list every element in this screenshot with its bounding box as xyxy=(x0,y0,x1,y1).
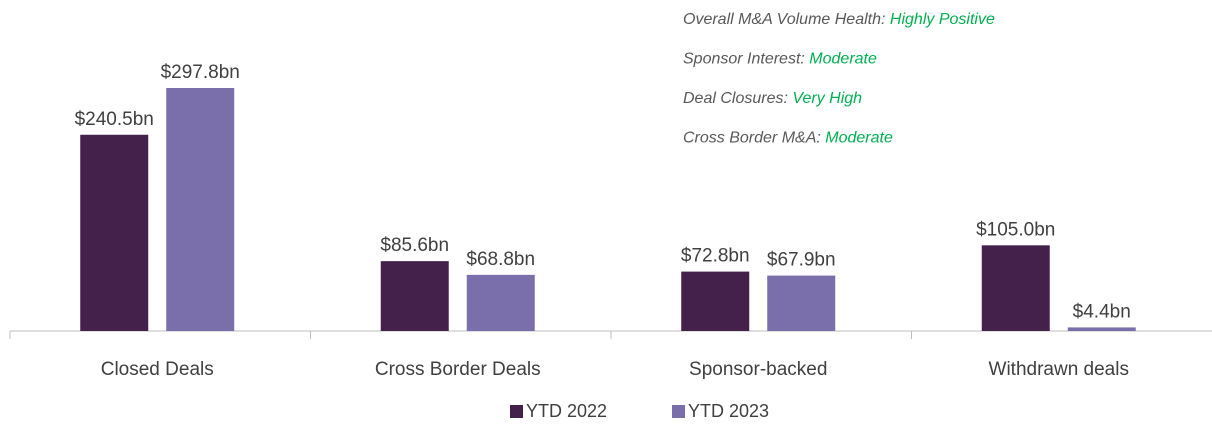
data-label: $105.0bn xyxy=(976,219,1055,240)
x-tick-label: Sponsor-backed xyxy=(689,359,827,380)
data-label: $85.6bn xyxy=(380,235,449,256)
legend-swatch xyxy=(510,405,523,418)
annotation: Sponsor Interest: Moderate xyxy=(683,51,877,68)
annotation: Deal Closures: Very High xyxy=(683,90,862,107)
x-tick-label: Closed Deals xyxy=(101,359,214,380)
bar xyxy=(981,245,1050,331)
bar xyxy=(80,134,149,331)
x-tick-label: Cross Border Deals xyxy=(375,359,541,380)
bar xyxy=(166,88,235,331)
bar xyxy=(1067,327,1136,331)
data-label: $240.5bn xyxy=(75,109,154,130)
annotation-label: Sponsor Interest: xyxy=(683,51,805,68)
bar xyxy=(380,261,449,331)
bar xyxy=(767,275,836,331)
x-tick-label: Withdrawn deals xyxy=(989,359,1129,380)
bar xyxy=(681,271,750,331)
legend-swatch xyxy=(672,405,685,418)
data-label: $72.8bn xyxy=(681,246,750,267)
annotation-value: Highly Positive xyxy=(890,11,995,28)
annotation: Overall M&A Volume Health: Highly Positi… xyxy=(683,11,995,28)
annotation: Cross Border M&A: Moderate xyxy=(683,130,893,147)
data-label: $4.4bn xyxy=(1073,301,1131,322)
data-label: $67.9bn xyxy=(767,250,836,271)
annotation-value: Moderate xyxy=(825,130,893,147)
legend-label: YTD 2022 xyxy=(526,401,607,421)
annotation-label: Deal Closures: xyxy=(683,90,788,107)
annotation-label: Overall M&A Volume Health: xyxy=(683,11,885,28)
data-label: $297.8bn xyxy=(161,62,240,83)
annotation-label: Cross Border M&A: xyxy=(683,130,821,147)
annotation-value: Moderate xyxy=(809,51,877,68)
bar xyxy=(466,274,535,331)
legend-label: YTD 2023 xyxy=(688,401,769,421)
data-label: $68.8bn xyxy=(466,249,535,270)
annotation-value: Very High xyxy=(792,90,862,107)
